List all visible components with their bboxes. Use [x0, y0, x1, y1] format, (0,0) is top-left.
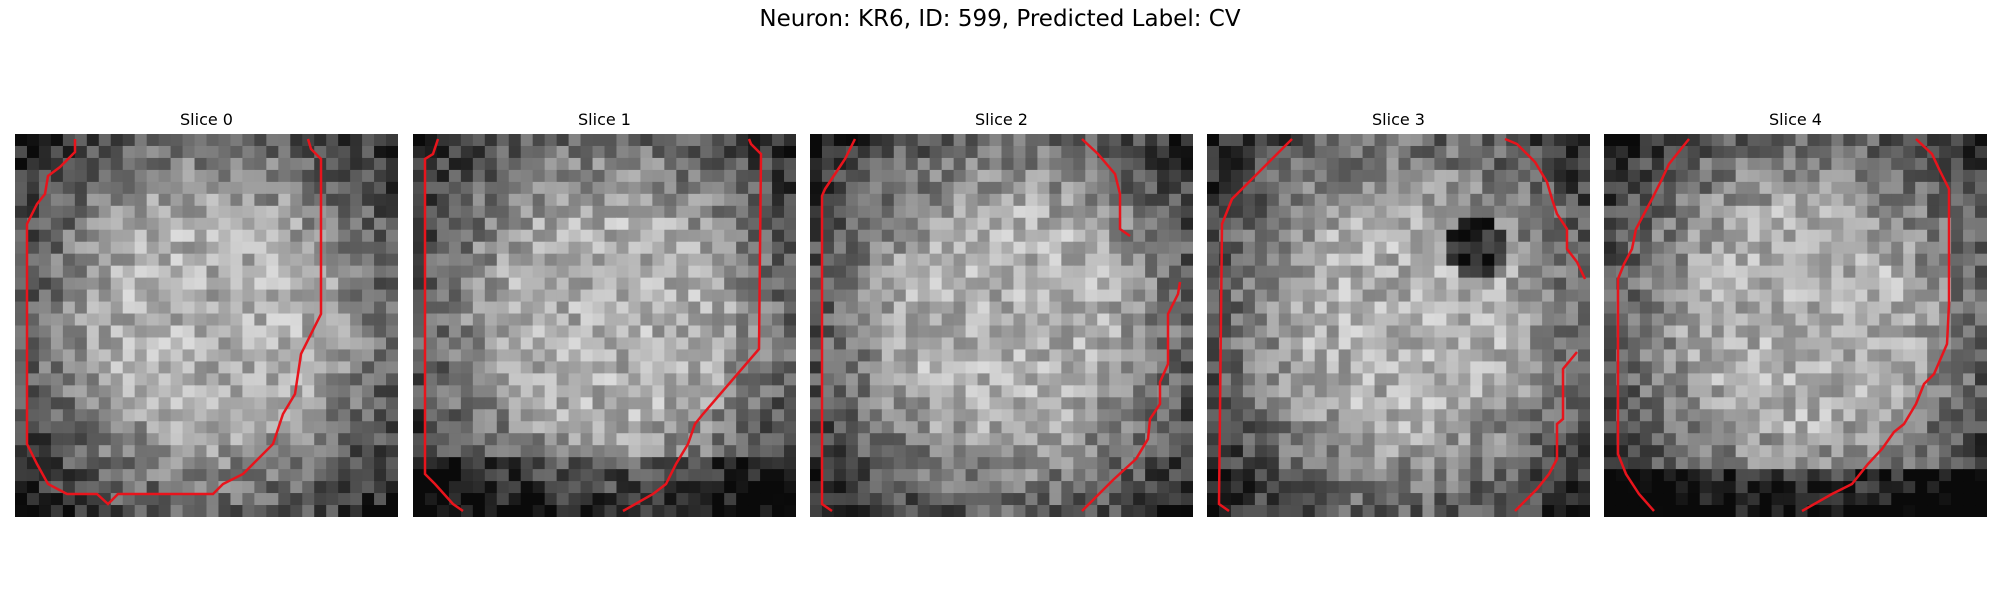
contour-line: [1217, 138, 1293, 513]
pixel-grid: [413, 134, 796, 517]
contour-line: [622, 138, 763, 513]
contour-line: [423, 138, 464, 513]
slice-panel-3: Slice 3: [1207, 108, 1590, 517]
slice-title: Slice 1: [578, 110, 631, 129]
contour-line: [1514, 351, 1578, 512]
slice-title: Slice 4: [1769, 110, 1822, 129]
slice-image: [1207, 134, 1590, 517]
contour-line: [820, 138, 857, 513]
slice-panel-0: Slice 0: [15, 108, 398, 517]
contour-line: [1081, 281, 1182, 512]
slice-image: [1604, 134, 1987, 517]
slice-panel-2: Slice 2: [810, 108, 1193, 517]
contour-line: [1616, 138, 1690, 512]
contour-line: [1801, 138, 1951, 513]
pixel-grid: [1207, 134, 1590, 517]
slice-image: [413, 134, 796, 517]
figure-title: Neuron: KR6, ID: 599, Predicted Label: C…: [759, 6, 1241, 32]
pixel-grid: [15, 134, 398, 517]
pixel-grid: [810, 134, 1193, 517]
slice-title: Slice 3: [1372, 110, 1425, 129]
slice-image: [15, 134, 398, 517]
pixel-grid: [1604, 134, 1987, 517]
slice-title: Slice 0: [180, 110, 233, 129]
contour-line: [1081, 138, 1131, 238]
slice-image: [810, 134, 1193, 517]
contour-line: [25, 138, 323, 506]
contour-line: [1504, 137, 1587, 280]
slice-panel-4: Slice 4: [1604, 108, 1987, 517]
slice-panel-1: Slice 1: [413, 108, 796, 517]
slice-title: Slice 2: [975, 110, 1028, 129]
